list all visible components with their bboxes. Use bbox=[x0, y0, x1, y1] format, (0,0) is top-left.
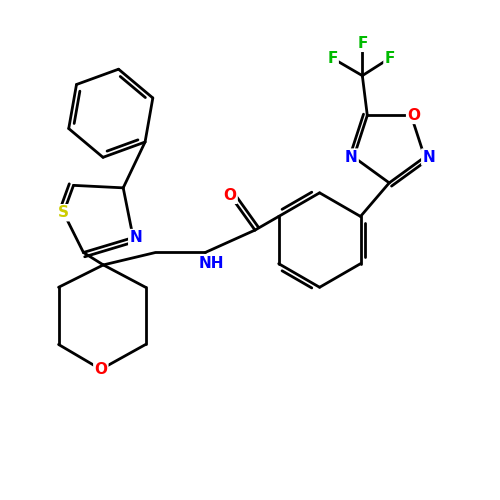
Text: N: N bbox=[422, 150, 435, 164]
Text: O: O bbox=[407, 108, 420, 123]
Text: O: O bbox=[94, 362, 108, 377]
Text: F: F bbox=[357, 36, 368, 51]
Text: S: S bbox=[58, 205, 69, 220]
Text: N: N bbox=[345, 150, 358, 164]
Text: NH: NH bbox=[198, 256, 224, 271]
Text: O: O bbox=[224, 188, 236, 203]
Text: F: F bbox=[384, 50, 395, 66]
Text: F: F bbox=[328, 50, 338, 66]
Text: N: N bbox=[130, 230, 142, 245]
